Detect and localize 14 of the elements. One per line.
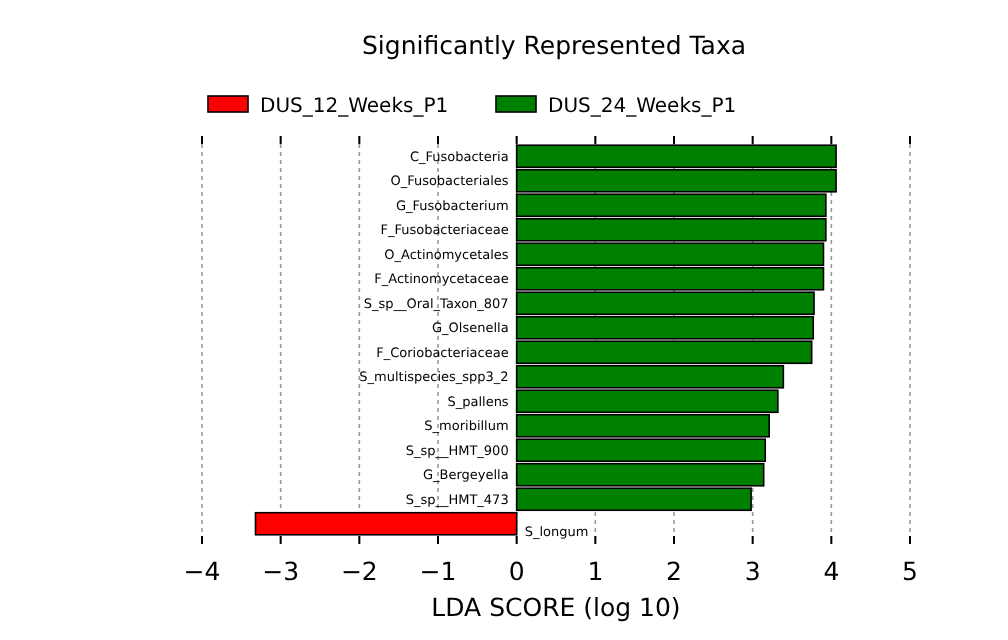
x-tick-label: 4 — [823, 556, 840, 586]
x-tick-label: −4 — [183, 556, 221, 586]
legend-label: DUS_24_Weeks_P1 — [548, 96, 737, 118]
x-tick-label: 2 — [666, 556, 682, 586]
x-tick-label: 1 — [587, 556, 604, 586]
x-tick-label: −3 — [262, 556, 300, 586]
x-tick-label: −1 — [419, 556, 457, 586]
x-tick-label: −2 — [340, 556, 378, 586]
x-tick-label: 3 — [744, 556, 761, 586]
x-tick-label: 5 — [902, 556, 918, 586]
chart-title: Significantly Represented Taxa — [361, 30, 747, 60]
x-tick-label: 0 — [508, 556, 525, 586]
legend-label: DUS_12_Weeks_P1 — [260, 96, 449, 118]
x-axis-title: LDA SCORE (log 10) — [431, 592, 681, 622]
